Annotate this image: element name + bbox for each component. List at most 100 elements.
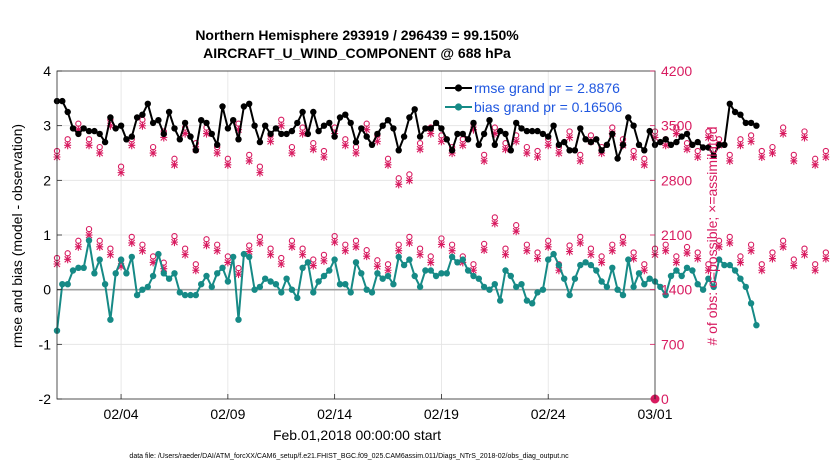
rmse-point <box>448 147 456 154</box>
obs-lower-point <box>235 264 243 279</box>
bias-point <box>294 294 301 302</box>
rmse-point <box>198 117 205 124</box>
bias-point <box>582 259 589 266</box>
bias-point <box>705 275 712 282</box>
obs-upper-point <box>85 136 93 150</box>
bias-point <box>235 316 242 323</box>
obs-assimilated-marker <box>715 242 723 251</box>
obs-assimilated-marker <box>662 141 670 150</box>
rmse-point <box>566 147 573 154</box>
rmse-point <box>101 138 109 146</box>
rmse-point <box>539 130 547 138</box>
bias-point <box>176 289 183 296</box>
y-left-tick-label: -1 <box>39 336 52 352</box>
x-tick-label: 03/01 <box>637 406 672 422</box>
bias-point <box>416 283 424 291</box>
obs-assimilated-marker <box>534 153 542 161</box>
bias-point <box>427 267 434 274</box>
rmse-point <box>529 127 536 135</box>
obs-lower-point <box>384 261 392 275</box>
rmse-point <box>165 108 173 116</box>
rmse-point <box>603 141 611 148</box>
rmse-point <box>662 136 669 143</box>
obs-upper-point <box>566 128 574 142</box>
chart-title-line1: Northern Hemisphere 293919 / 296439 = 99… <box>195 27 519 43</box>
bias-point <box>657 283 664 291</box>
obs-lower-point <box>395 241 403 255</box>
bias-point <box>513 283 520 291</box>
obs-lower-point <box>405 233 413 247</box>
bias-point <box>406 256 413 263</box>
rmse-series <box>53 97 760 162</box>
rmse-point <box>689 141 696 148</box>
rmse-point <box>635 141 643 148</box>
obs-assimilated-marker <box>437 240 445 249</box>
obs-assimilated-marker <box>469 266 477 275</box>
obs-assimilated-marker <box>309 145 317 154</box>
bias-point <box>555 261 563 269</box>
y-right-tick-label: 1400 <box>661 282 692 298</box>
obs-lower-point <box>309 256 317 270</box>
rmse-point <box>577 125 584 132</box>
rmse-point <box>523 127 531 135</box>
bias-point <box>123 270 130 277</box>
rmse-point <box>336 114 344 121</box>
x-tick-label: 02/19 <box>424 406 459 422</box>
rmse-point <box>694 138 701 146</box>
obs-upper-point <box>170 155 178 169</box>
obs-assimilated-marker <box>598 258 606 267</box>
obs-lower-point <box>683 243 691 258</box>
obs-upper-point <box>491 124 499 138</box>
obs-lower-point <box>74 237 82 251</box>
rmse-point <box>507 147 514 154</box>
rmse-point <box>710 152 717 159</box>
rmse-point <box>64 108 71 116</box>
obs-assimilated-marker <box>566 133 574 142</box>
rmse-point <box>395 147 402 154</box>
bias-point <box>240 250 248 258</box>
bias-point <box>203 272 210 280</box>
obs-assimilated-marker <box>352 242 360 251</box>
y-left-tick-label: 2 <box>43 172 51 188</box>
obs-assimilated-marker <box>288 242 296 251</box>
rmse-point <box>358 125 365 132</box>
obs-assimilated-marker <box>363 252 371 261</box>
obs-assimilated-marker <box>288 149 296 158</box>
rmse-point <box>320 122 328 129</box>
obs-assimilated-marker <box>491 219 499 228</box>
obs-upper-point <box>790 151 798 165</box>
rmse-point <box>443 136 450 143</box>
obs-lower-point <box>352 237 360 251</box>
obs-upper-point <box>726 151 734 165</box>
obs-lower-point <box>96 237 104 251</box>
bias-point <box>470 272 477 280</box>
obs-lower-point <box>662 241 670 255</box>
rmse-point <box>224 125 232 132</box>
obs-assimilated-marker <box>192 266 200 275</box>
obs-upper-point <box>288 143 296 158</box>
obs-lower-point <box>630 249 638 263</box>
rmse-point <box>390 125 397 132</box>
obs-upper-point <box>64 136 72 150</box>
obs-lower-point <box>448 241 456 255</box>
obs-assimilated-marker <box>245 247 253 256</box>
rmse-point <box>342 111 349 118</box>
obs-assimilated-marker <box>117 262 125 271</box>
bias-point <box>726 261 733 269</box>
bias-point <box>69 267 77 274</box>
obs-lower-point <box>373 257 381 271</box>
rmse-point <box>614 155 621 162</box>
obs-lower-point <box>672 253 680 267</box>
bias-point <box>475 275 482 282</box>
bias-point <box>112 270 119 277</box>
obs-assimilated-marker <box>74 125 82 134</box>
obs-assimilated-marker <box>630 254 638 263</box>
obs-lower-point <box>736 253 744 267</box>
rmse-point <box>187 133 194 140</box>
obs-assimilated-marker <box>96 242 104 251</box>
obs-assimilated-marker <box>640 160 648 169</box>
obs-lower-point <box>779 237 787 251</box>
obs-assimilated-marker <box>277 259 285 268</box>
obs-assimilated-marker <box>235 270 243 279</box>
rmse-point <box>267 130 274 138</box>
